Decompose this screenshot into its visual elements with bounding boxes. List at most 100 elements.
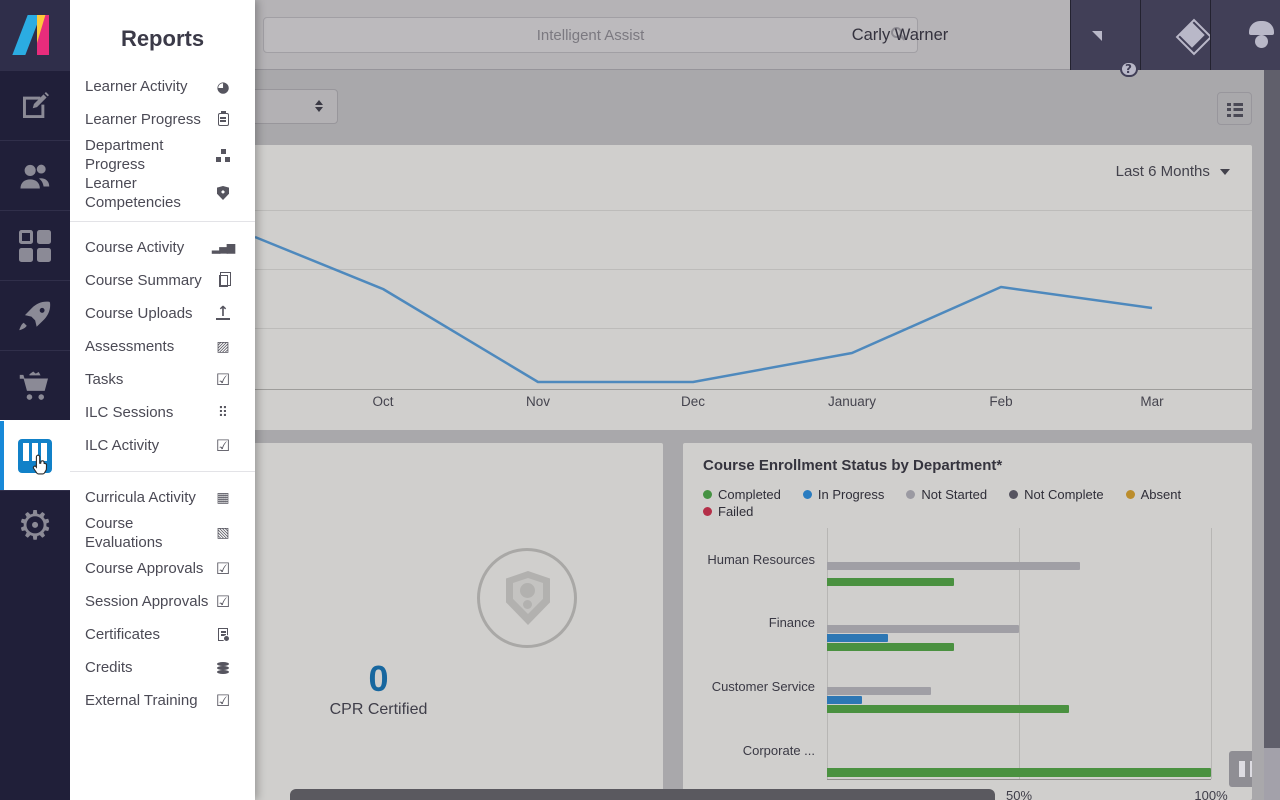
legend-item-failed[interactable]: Failed [703, 504, 753, 519]
user-name[interactable]: Carly Warner [851, 26, 949, 44]
profile-button[interactable] [1210, 0, 1280, 70]
menu-item-label: Session Approvals [85, 593, 209, 610]
help-chat-button[interactable]: ? [1070, 0, 1140, 77]
menu-item-curricula-activity[interactable]: Curricula Activity ▦ [70, 481, 255, 514]
legend-item-not-complete[interactable]: Not Complete [1009, 487, 1104, 502]
menu-item-label: Tasks [85, 371, 124, 388]
rocket-icon [17, 298, 53, 334]
bar-in-progress [827, 634, 888, 642]
menu-item-course-evaluations[interactable]: Course Evaluations ▧ [70, 514, 255, 552]
category-label: Customer Service [711, 679, 815, 694]
horizontal-scrollbar-thumb[interactable] [290, 789, 995, 800]
gridline [150, 328, 1252, 329]
menu-item-course-uploads[interactable]: Course Uploads ↑ [70, 297, 255, 330]
x-tick-label: 100% [1194, 788, 1228, 800]
menu-divider [70, 221, 255, 222]
legend-dot-icon [802, 490, 812, 499]
gridline [150, 269, 1252, 270]
legend-dot-icon [1009, 490, 1019, 499]
settings-icon: ⚙ [17, 502, 53, 549]
menu-item-certificates[interactable]: Certificates [70, 618, 255, 651]
reports-flyout-menu: Reports Learner Activity ◕ Learner Progres… [70, 0, 255, 800]
chart-legend: Completed In Progress Not Started Not Compl… [703, 487, 1183, 519]
menu-item-ilc-sessions[interactable]: ILC Sessions ⠿ [70, 396, 255, 429]
intelligent-assist-search [263, 17, 918, 53]
sidebar-item-rocket[interactable] [0, 280, 70, 350]
sidebar-item-users[interactable] [0, 140, 70, 210]
legend-item-not-started[interactable]: Not Started [906, 487, 987, 502]
x-tick-label: January [827, 394, 877, 409]
list-view-toggle-button[interactable] [1217, 92, 1252, 125]
sidebar-item-compose[interactable] [0, 70, 70, 140]
menu-item-course-approvals[interactable]: Course Approvals ☑ [70, 552, 255, 585]
bar-not-started [827, 625, 1019, 633]
doc-chart-icon: ▨ [216, 338, 230, 355]
app-logo[interactable] [0, 0, 70, 70]
mail-button[interactable] [1140, 0, 1210, 70]
vertical-scrollbar-thumb[interactable] [1264, 70, 1280, 748]
sidebar-item-cart[interactable] [0, 350, 70, 420]
menu-item-assessments[interactable]: Assessments ▨ [70, 330, 255, 363]
app-sidebar: ⚙ [0, 0, 70, 800]
menu-item-learner-activity[interactable]: Learner Activity ◕ [70, 70, 255, 103]
menu-item-ilc-activity[interactable]: ILC Activity ☑ [70, 429, 255, 462]
vertical-scrollbar-track[interactable] [1264, 70, 1280, 800]
menu-item-external-training[interactable]: External Training ☑ [70, 684, 255, 717]
menu-item-label: Learner Competencies [85, 175, 181, 211]
upload-icon: ↑ [216, 304, 230, 320]
enrollments-line-chart-card: Last 6 Months Oct Nov Dec January Feb Mar [150, 145, 1252, 430]
bar-completed [827, 768, 1211, 777]
legend-label: Completed [718, 487, 781, 502]
sidebar-item-dashboard[interactable] [0, 210, 70, 280]
x-axis-line [827, 779, 1211, 780]
absorb-logo-icon [12, 15, 54, 55]
sidebar-item-settings[interactable]: ⚙ [0, 490, 70, 560]
menu-item-course-summary[interactable]: Course Summary [70, 264, 255, 297]
session-check-icon: ☑ [215, 436, 231, 455]
dashboard-icon [19, 229, 51, 262]
menu-item-label: Certificates [85, 626, 161, 643]
legend-item-absent[interactable]: Absent [1125, 487, 1182, 502]
legend-label: Absent [1140, 487, 1182, 502]
menu-item-learner-competencies[interactable]: Learner Competencies [70, 174, 255, 212]
x-tick-label: Mar [1140, 394, 1164, 409]
menu-item-learner-progress[interactable]: Learner Progress [70, 103, 255, 136]
menu-item-label: Learner Activity [85, 78, 188, 95]
certificate-icon [213, 628, 233, 642]
menu-item-label: Curricula Activity [85, 489, 196, 506]
menu-item-department-progress[interactable]: Department Progress [70, 136, 255, 174]
legend-item-in-progress[interactable]: In Progress [802, 487, 884, 502]
gridline [827, 528, 828, 779]
legend-item-completed[interactable]: Completed [703, 487, 781, 502]
pause-button[interactable] [1229, 751, 1252, 787]
menu-item-course-activity[interactable]: Course Activity ▂▄▆ [70, 231, 255, 264]
sidebar-item-reports[interactable] [0, 420, 70, 491]
shield-badge-icon [213, 186, 233, 200]
bar-completed [827, 705, 1069, 713]
menu-item-label: Course Uploads [85, 305, 193, 322]
menu-item-credits[interactable]: Credits [70, 651, 255, 684]
period-label: Last 6 Months [1115, 163, 1210, 180]
search-input[interactable] [263, 17, 918, 53]
menu-item-session-approvals[interactable]: Session Approvals ☑ [70, 585, 255, 618]
bar-completed [827, 578, 954, 586]
pie-chart-icon: ◕ [216, 77, 230, 96]
category-label: Corporate ... [742, 743, 815, 758]
menu-item-tasks[interactable]: Tasks ☑ [70, 363, 255, 396]
framed-chart-icon: ▦ [216, 489, 230, 506]
spinner-arrows-icon[interactable] [315, 98, 325, 114]
gridline [1019, 528, 1020, 779]
people-grid-icon: ⠿ [217, 404, 229, 421]
menu-item-label: External Training [85, 692, 198, 709]
menu-divider [70, 471, 255, 472]
period-selector[interactable]: Last 6 Months [1116, 163, 1230, 180]
cart-icon [17, 369, 53, 403]
x-tick-label: 50% [1005, 788, 1033, 800]
metric-label: CPR Certified [329, 701, 428, 718]
users-icon [17, 159, 53, 193]
clipboard-report-icon [213, 111, 233, 126]
x-tick-label: Feb [989, 394, 1013, 409]
menu-item-label: Department Progress [85, 137, 164, 173]
bar-completed [827, 643, 954, 651]
bar-not-started [827, 562, 1080, 570]
